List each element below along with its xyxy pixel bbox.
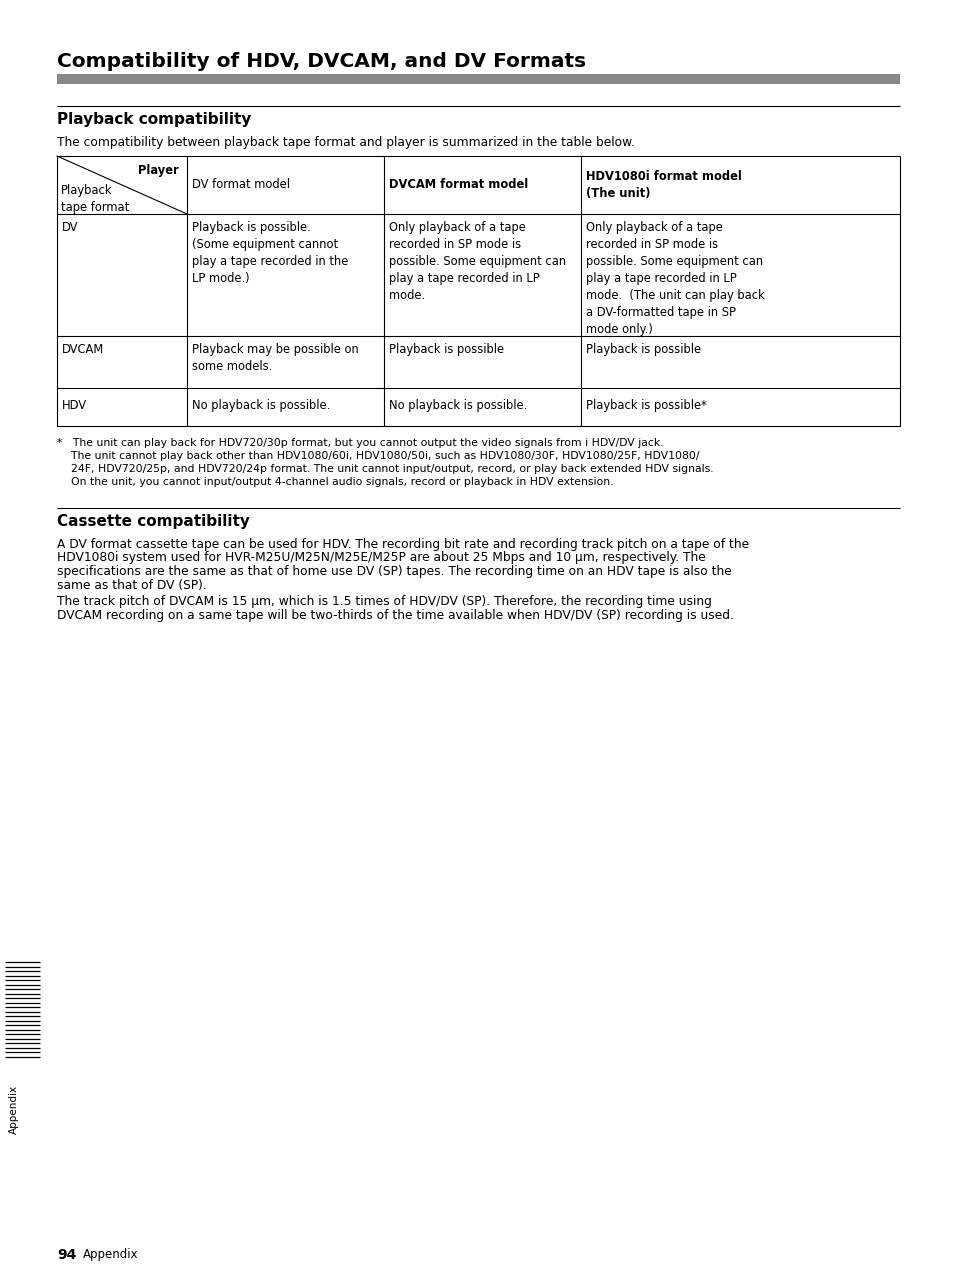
Text: Playback is possible.
(Some equipment cannot
play a tape recorded in the
LP mode: Playback is possible. (Some equipment ca… — [192, 220, 348, 285]
Text: The track pitch of DVCAM is 15 μm, which is 1.5 times of HDV/DV (SP). Therefore,: The track pitch of DVCAM is 15 μm, which… — [57, 595, 711, 608]
Text: Only playback of a tape
recorded in SP mode is
possible. Some equipment can
play: Only playback of a tape recorded in SP m… — [585, 220, 764, 336]
Text: Playback compatibility: Playback compatibility — [57, 112, 251, 127]
Text: The unit cannot play back other than HDV1080/60i, HDV1080/50i, such as HDV1080/3: The unit cannot play back other than HDV… — [57, 451, 699, 461]
Text: Compatibility of HDV, DVCAM, and DV Formats: Compatibility of HDV, DVCAM, and DV Form… — [57, 52, 585, 71]
Text: HDV1080i format model
(The unit): HDV1080i format model (The unit) — [585, 169, 741, 200]
Text: HDV: HDV — [62, 399, 87, 412]
Text: DVCAM recording on a same tape will be two-thirds of the time available when HDV: DVCAM recording on a same tape will be t… — [57, 609, 733, 622]
Text: Cassette compatibility: Cassette compatibility — [57, 513, 250, 529]
Bar — [57, 74, 899, 84]
Text: A DV format cassette tape can be used for HDV. The recording bit rate and record: A DV format cassette tape can be used fo… — [57, 538, 748, 550]
Text: DVCAM: DVCAM — [62, 343, 104, 355]
Text: Playback may be possible on
some models.: Playback may be possible on some models. — [192, 343, 358, 373]
Text: Appendix: Appendix — [83, 1249, 138, 1261]
Text: No playback is possible.: No playback is possible. — [192, 399, 330, 412]
Text: *   The unit can play back for HDV720/30p format, but you cannot output the vide: * The unit can play back for HDV720/30p … — [57, 438, 663, 448]
Text: DV format model: DV format model — [192, 178, 290, 191]
Text: On the unit, you cannot input/output 4-channel audio signals, record or playback: On the unit, you cannot input/output 4-c… — [57, 476, 613, 487]
Text: DVCAM format model: DVCAM format model — [389, 178, 528, 191]
Bar — [57, 155, 899, 426]
Text: DV: DV — [62, 220, 78, 234]
Text: Playback
tape format: Playback tape format — [61, 183, 129, 214]
Text: Playback is possible: Playback is possible — [389, 343, 503, 355]
Text: Playback is possible*: Playback is possible* — [585, 399, 706, 412]
Text: Appendix: Appendix — [9, 1085, 19, 1134]
Text: The compatibility between playback tape format and player is summarized in the t: The compatibility between playback tape … — [57, 136, 634, 149]
Text: No playback is possible.: No playback is possible. — [389, 399, 527, 412]
Text: 94: 94 — [57, 1249, 76, 1263]
Text: Only playback of a tape
recorded in SP mode is
possible. Some equipment can
play: Only playback of a tape recorded in SP m… — [389, 220, 565, 302]
Text: same as that of DV (SP).: same as that of DV (SP). — [57, 578, 207, 591]
Text: 24F, HDV720/25p, and HDV720/24p format. The unit cannot input/output, record, or: 24F, HDV720/25p, and HDV720/24p format. … — [57, 464, 713, 474]
Text: specifications are the same as that of home use DV (SP) tapes. The recording tim: specifications are the same as that of h… — [57, 564, 731, 578]
Text: HDV1080i system used for HVR-M25U/M25N/M25E/M25P are about 25 Mbps and 10 μm, re: HDV1080i system used for HVR-M25U/M25N/M… — [57, 552, 705, 564]
Text: Playback is possible: Playback is possible — [585, 343, 700, 355]
Text: Player: Player — [138, 164, 179, 177]
